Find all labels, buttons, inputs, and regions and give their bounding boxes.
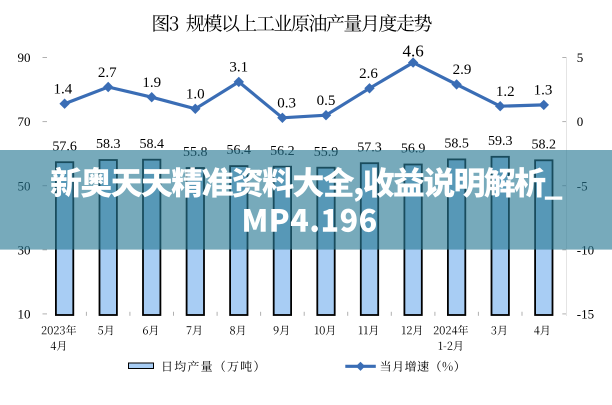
svg-text:3.1: 3.1 — [229, 60, 248, 76]
svg-text:1.3: 1.3 — [534, 83, 553, 99]
svg-text:0.3: 0.3 — [277, 96, 296, 112]
svg-text:1.9: 1.9 — [142, 75, 161, 91]
svg-text:-15: -15 — [577, 307, 594, 322]
svg-text:58.5: 58.5 — [444, 137, 469, 152]
svg-text:4.6: 4.6 — [402, 42, 423, 61]
svg-text:0: 0 — [577, 114, 584, 129]
svg-text:70: 70 — [18, 114, 31, 129]
svg-text:1.2: 1.2 — [496, 84, 515, 100]
svg-text:59.3: 59.3 — [488, 134, 513, 149]
svg-text:58.4: 58.4 — [139, 137, 164, 152]
svg-text:58.3: 58.3 — [96, 137, 121, 152]
svg-text:2.7: 2.7 — [98, 65, 117, 81]
svg-text:58.2: 58.2 — [532, 137, 557, 152]
svg-text:90: 90 — [18, 50, 31, 65]
svg-text:1.4: 1.4 — [54, 82, 73, 98]
svg-text:2.9: 2.9 — [453, 62, 472, 78]
svg-text:5: 5 — [577, 50, 584, 65]
svg-text:0.5: 0.5 — [317, 93, 336, 109]
svg-text:10: 10 — [18, 307, 31, 322]
svg-text:2.6: 2.6 — [359, 66, 378, 82]
svg-text:1.0: 1.0 — [186, 87, 205, 103]
